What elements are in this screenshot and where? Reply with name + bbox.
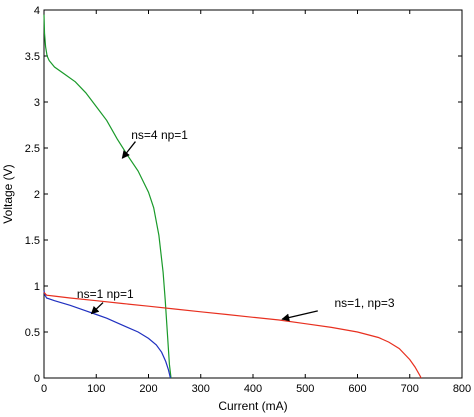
x-axis-label: Current (mA) (218, 399, 287, 413)
x-tick-label: 0 (41, 383, 47, 395)
x-tick-label: 600 (348, 383, 366, 395)
y-tick-label: 3 (34, 97, 40, 109)
y-axis-label: Voltage (V) (1, 164, 15, 223)
annotation-label: ns=4 np=1 (131, 128, 188, 142)
data-series (43, 14, 422, 379)
annotation-label: ns=1 np=1 (77, 287, 134, 301)
annotation-arrow (121, 141, 136, 159)
annotation-label: ns=1, np=3 (335, 296, 395, 310)
series-line-1 (43, 290, 171, 379)
x-tick-label: 500 (296, 383, 314, 395)
x-tick-label: 300 (192, 383, 210, 395)
y-tick-label: 2 (34, 189, 40, 201)
annotations: ns=4 np=1 ns=1 np=1 ns=1, np=3 (77, 128, 395, 322)
y-tick-label: 4 (34, 5, 40, 17)
y-tick-label: 3.5 (25, 51, 40, 63)
series-line-0 (43, 14, 172, 379)
plot-area (43, 9, 463, 379)
y-tick-label: 0 (34, 373, 40, 385)
y-tick-label: 1.5 (25, 235, 40, 247)
y-tick-label: 1 (34, 281, 40, 293)
y-tick-label: 0.5 (25, 327, 40, 339)
x-tick-label: 200 (139, 383, 157, 395)
x-tick-label: 100 (87, 383, 105, 395)
x-tick-label: 400 (244, 383, 262, 395)
annotation-arrow (281, 310, 318, 322)
series-line-2 (43, 291, 422, 379)
x-tick-label: 700 (401, 383, 419, 395)
y-tick-label: 2.5 (25, 143, 40, 155)
x-axis: 0 100 200 300 400 500 600 700 800 (41, 10, 471, 395)
x-tick-label: 800 (453, 383, 471, 395)
y-axis: 0 0.5 1 1.5 2 2.5 3 3.5 4 (25, 5, 462, 385)
annotation-arrow (90, 302, 104, 315)
